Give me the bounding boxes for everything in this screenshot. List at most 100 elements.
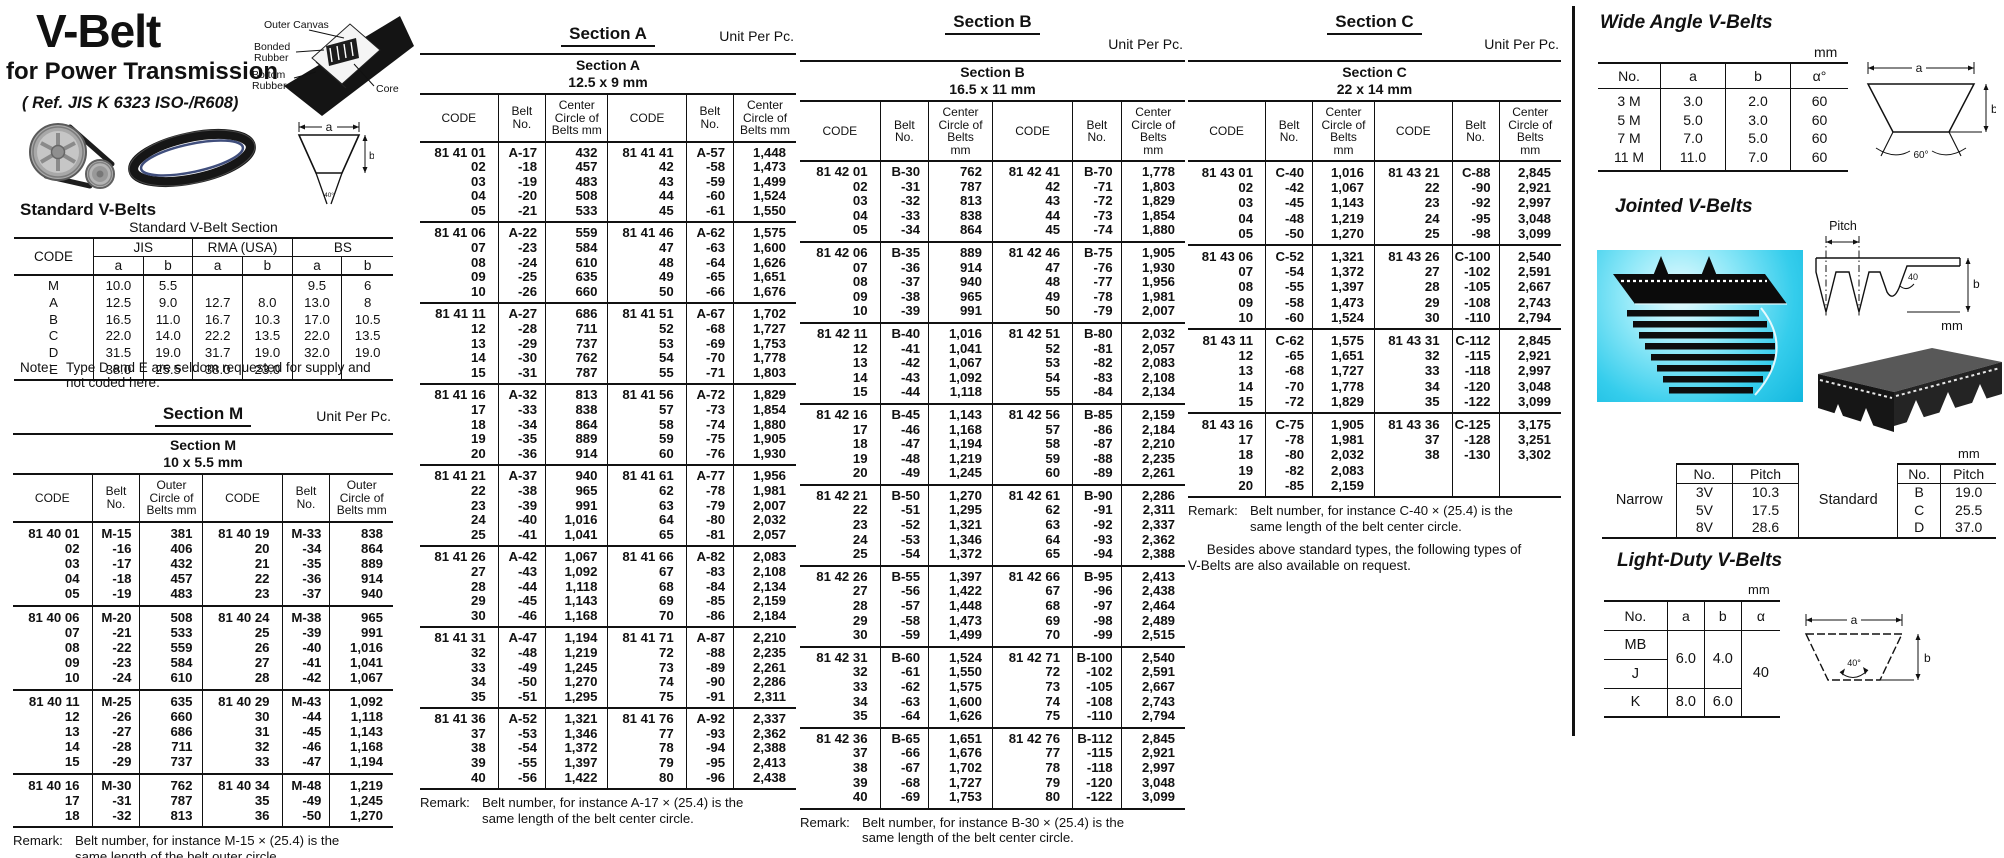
cell: 1,372 (545, 741, 608, 757)
cell: 1,143 (1312, 195, 1375, 211)
dim-a-label: a (1851, 613, 1858, 627)
cell: 05 (471, 203, 486, 218)
cell: 15 (64, 754, 80, 770)
cell: 33 (471, 660, 486, 675)
cell: -48 (497, 645, 546, 661)
cell: 03 (471, 174, 486, 189)
cell: 24 (1373, 210, 1453, 226)
cell: 914 (928, 260, 993, 276)
cell: 2,667 (1120, 680, 1185, 695)
cell: 2,108 (1120, 370, 1185, 386)
table-row: 29 -58 1,473 69 -98 2,489 (800, 613, 1185, 629)
cell: -81 (1072, 341, 1122, 357)
cell: 559 (545, 222, 608, 242)
cell: 13 (1238, 363, 1254, 379)
cell: 1,905 (733, 432, 796, 447)
cell: -72 (1265, 393, 1313, 414)
cell: 28 (1373, 279, 1453, 295)
table-row: 37 -66 1,676 77 -115 2,921 (800, 746, 1185, 761)
cell: 15 (471, 365, 486, 380)
table-row: 14 -30 762 54 -70 1,778 (420, 351, 796, 366)
cell: 65 (991, 547, 1073, 566)
cell: 09 (64, 655, 80, 671)
cell: -34 (879, 223, 929, 242)
cell: 9.0 (142, 294, 193, 312)
standard-label: Standard (1798, 464, 1898, 538)
cell: 1,778 (1120, 161, 1185, 180)
section-b-table: Section B 16.5 x 11 mm CODE Belt No. Center … (800, 60, 1185, 810)
cell: -24 (91, 670, 140, 690)
cell: -34 (281, 540, 330, 556)
column-header: Pitch (1940, 463, 1996, 484)
table-row: 81 42 16 B-45 1,143 81 42 56 B-85 2,159 (800, 403, 1185, 423)
cell: 48 (991, 275, 1073, 290)
cell: 991 (329, 624, 393, 640)
table-row: 38 -54 1,372 78 -94 2,388 (420, 741, 796, 757)
cell: 2,083 (1120, 356, 1185, 371)
cell: -76 (1072, 260, 1122, 276)
cell: -45 (497, 594, 546, 609)
cell: A-82 (685, 546, 734, 565)
row-group: 81 42 31 B-60 1,524 81 42 71 B-100 2,540 32 -61… (800, 646, 1185, 728)
cell: 55 (991, 385, 1073, 404)
cell: 81 42 06 (816, 244, 868, 260)
cell: 2.0 (1725, 88, 1791, 111)
cell: 1,930 (733, 446, 796, 466)
cell (1451, 462, 1500, 478)
cell: 17.5 (1731, 501, 1799, 519)
cell: 2,261 (733, 660, 796, 676)
cell: 1,270 (329, 807, 393, 828)
table-row: 35 -64 1,626 75 -110 2,794 (800, 709, 1185, 728)
sub-header: b (142, 256, 193, 276)
cell: C-112 (1451, 329, 1500, 349)
cell: -26 (497, 284, 546, 304)
section-size: 22 x 14 mm (1336, 80, 1413, 97)
cell: 32 (471, 645, 486, 660)
cell: 81 41 36 (434, 711, 486, 727)
cell: -21 (91, 624, 140, 640)
cell: A-47 (497, 627, 546, 646)
cell: 81 41 76 (607, 708, 687, 727)
cell: 2,235 (733, 645, 796, 661)
table-row: 40 -56 1,422 80 -96 2,438 (420, 770, 796, 790)
cell: 17 (471, 403, 486, 417)
cell: 81 42 16 (816, 406, 868, 422)
cell: -34 (497, 417, 546, 433)
cell: -46 (497, 608, 546, 628)
row-group: 81 41 21 A-37 940 81 41 61 A-77 1,956 22 -38 965… (420, 465, 796, 547)
cell: 40 (852, 790, 868, 805)
cell: 25 (471, 527, 486, 542)
cell: 10 (1238, 309, 1254, 325)
cell: 12 (852, 341, 868, 356)
cell: 25 (1373, 225, 1453, 246)
column-header: Belt No. (1451, 101, 1500, 162)
cell: 20 (202, 540, 283, 556)
cell: 889 (928, 241, 993, 261)
cell: 35 (1373, 393, 1453, 414)
table-row: 81 42 26 B-55 1,397 81 42 66 B-95 2,413 (800, 565, 1185, 585)
table-row: B 16.5 11.0 16.7 10.3 17.0 10.5 (14, 311, 393, 329)
cell: 10.3 (242, 311, 293, 329)
standard-table-title: Standard V-Belt Section (129, 219, 278, 235)
cell: 55 (607, 365, 687, 385)
cell: B-75 (1072, 241, 1122, 261)
cell: 68 (991, 599, 1073, 614)
cell: 2,032 (1312, 447, 1375, 463)
cell: 37 (1373, 432, 1453, 448)
cell: 14 (64, 739, 80, 755)
table-row: 22 -51 1,295 62 -91 2,311 (800, 503, 1185, 519)
angle-label: 40° (324, 191, 334, 199)
cell: 08 (471, 255, 486, 270)
table-row: 35 -51 1,295 75 -91 2,311 (420, 689, 796, 709)
cell: 19 (852, 451, 868, 466)
cell: -73 (1072, 208, 1122, 224)
table-row: 34 -50 1,270 74 -90 2,286 (420, 675, 796, 690)
cell: 965 (928, 289, 993, 305)
row-group: 81 40 06 M-20 508 81 40 24 M-38 965 07 -21 533 25… (13, 605, 393, 690)
column-header: Belt No. (91, 474, 140, 523)
table-row: 10 -39 991 50 -79 2,007 (800, 304, 1185, 323)
cell: 1,219 (545, 645, 608, 661)
cell: 2,261 (1120, 466, 1185, 485)
cell: 27 (471, 564, 486, 579)
cell: 1,829 (1120, 194, 1185, 209)
